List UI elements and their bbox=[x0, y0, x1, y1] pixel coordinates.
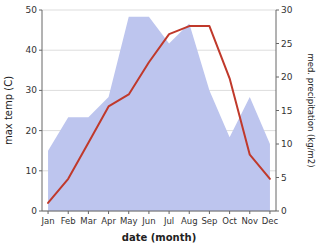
y2-tick bbox=[276, 177, 279, 178]
x-tick bbox=[48, 211, 49, 214]
y2-tick-label: 0 bbox=[281, 206, 287, 216]
x-tick bbox=[209, 211, 210, 214]
chart-container: 01020304050051015202530JanFebMarAprMayJu… bbox=[0, 0, 318, 247]
y2-tick bbox=[276, 10, 279, 11]
chart-svg: 01020304050051015202530JanFebMarAprMayJu… bbox=[0, 0, 318, 247]
y2-tick bbox=[276, 144, 279, 145]
x-tick-label: Aug bbox=[181, 216, 198, 226]
y2-tick-label: 25 bbox=[281, 39, 292, 49]
x-axis-line bbox=[42, 211, 276, 212]
x-tick-label: Feb bbox=[61, 216, 76, 226]
grid-line bbox=[42, 10, 276, 11]
x-tick-label: Sep bbox=[201, 216, 217, 226]
x-tick bbox=[189, 211, 190, 214]
y-tick bbox=[39, 50, 42, 51]
x-tick bbox=[148, 211, 149, 214]
y-tick bbox=[39, 170, 42, 171]
y-tick-label: 50 bbox=[26, 5, 38, 15]
y-tick bbox=[39, 90, 42, 91]
x-tick-label: Apr bbox=[101, 216, 116, 226]
precipitation-area bbox=[48, 17, 270, 211]
y-tick-label: 40 bbox=[26, 45, 38, 55]
y-tick bbox=[39, 10, 42, 11]
x-tick bbox=[88, 211, 89, 214]
y-axis-title: max temp (C) bbox=[3, 76, 14, 145]
x-tick-label: Nov bbox=[241, 216, 258, 226]
x-tick bbox=[68, 211, 69, 214]
y-tick-label: 10 bbox=[26, 166, 38, 176]
y2-tick bbox=[276, 77, 279, 78]
y2-tick-label: 30 bbox=[281, 5, 293, 15]
x-tick-label: May bbox=[120, 216, 138, 226]
x-tick-label: Jul bbox=[163, 216, 174, 226]
y-tick-label: 30 bbox=[26, 85, 38, 95]
x-tick bbox=[269, 211, 270, 214]
x-tick bbox=[108, 211, 109, 214]
marks bbox=[48, 17, 270, 211]
y-tick-label: 0 bbox=[31, 206, 37, 216]
x-axis-title: date (month) bbox=[122, 232, 196, 243]
grid bbox=[42, 10, 276, 211]
y2-tick-label: 15 bbox=[281, 106, 292, 116]
y-tick bbox=[39, 130, 42, 131]
x-tick-label: Dec bbox=[262, 216, 279, 226]
y-axis-line bbox=[42, 10, 43, 211]
y2-tick-label: 5 bbox=[281, 173, 287, 183]
axes: 01020304050051015202530JanFebMarAprMayJu… bbox=[26, 5, 293, 226]
y-tick-label: 20 bbox=[26, 126, 38, 136]
x-tick bbox=[229, 211, 230, 214]
y2-tick bbox=[276, 110, 279, 111]
x-tick-label: Mar bbox=[80, 216, 97, 226]
y2-tick-label: 20 bbox=[281, 72, 293, 82]
x-tick bbox=[169, 211, 170, 214]
x-tick bbox=[249, 211, 250, 214]
x-tick-label: Jan bbox=[40, 216, 54, 226]
x-tick bbox=[128, 211, 129, 214]
grid-line bbox=[42, 211, 276, 212]
y2-tick bbox=[276, 211, 279, 212]
x-tick-label: Jun bbox=[141, 216, 155, 226]
y2-tick-label: 10 bbox=[281, 139, 293, 149]
y-tick bbox=[39, 211, 42, 212]
y2-axis-title: med. precipitation (kg/m2) bbox=[306, 53, 316, 167]
temperature-line bbox=[48, 26, 270, 203]
y2-tick bbox=[276, 43, 279, 44]
x-tick-label: Oct bbox=[222, 216, 237, 226]
